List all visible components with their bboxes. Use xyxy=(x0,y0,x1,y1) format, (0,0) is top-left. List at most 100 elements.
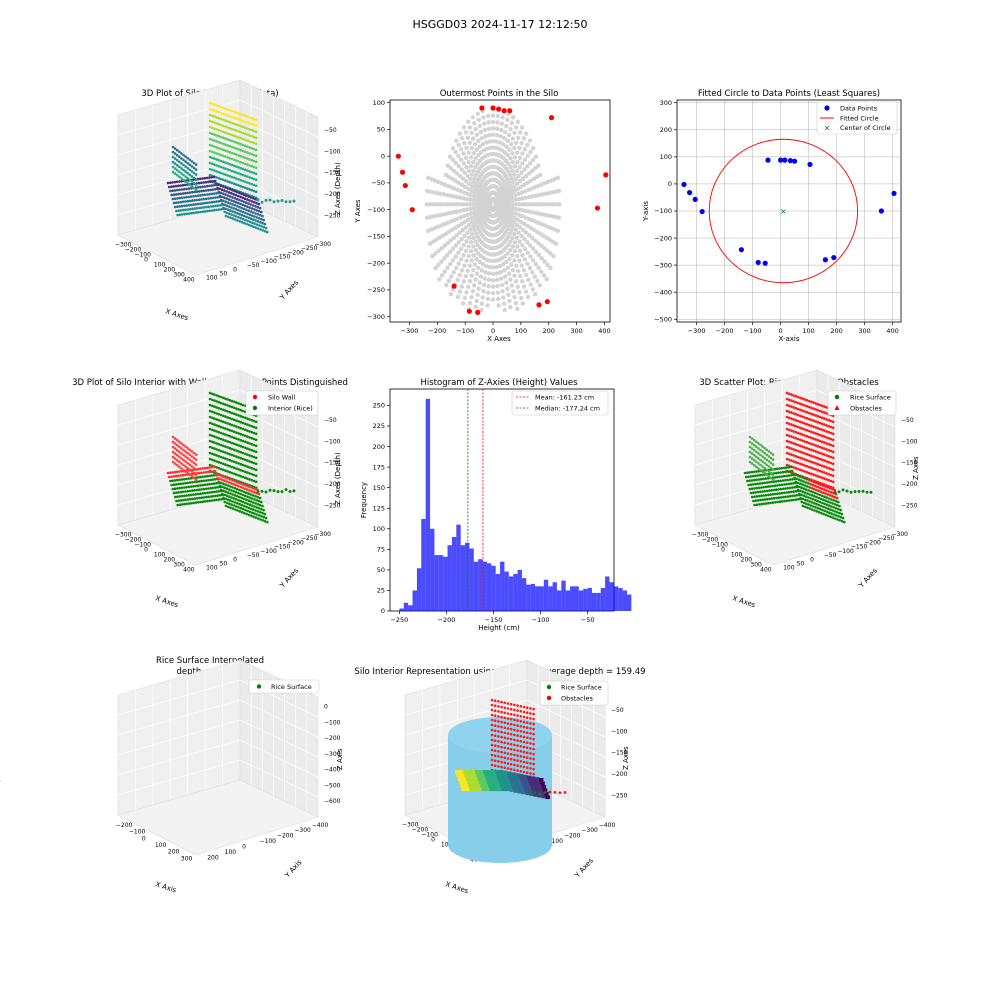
scatter-point xyxy=(230,453,234,457)
scatter-point xyxy=(263,229,267,233)
scatter-point xyxy=(217,460,221,464)
scatter-point xyxy=(184,208,187,212)
surface-cell xyxy=(497,777,503,781)
obstacle-point xyxy=(490,748,494,752)
scatter-point xyxy=(811,490,815,494)
scatter-point xyxy=(208,201,211,204)
scatter-point xyxy=(237,112,240,115)
scatter-point xyxy=(186,461,189,465)
scatter-point xyxy=(750,487,754,491)
scatter-point xyxy=(251,221,254,224)
scatter-point xyxy=(799,489,802,493)
outermost-grey-point xyxy=(445,252,450,258)
scatter-point xyxy=(235,190,239,194)
scatter-point xyxy=(794,406,798,410)
scatter-point xyxy=(213,441,216,444)
y-tick-label: 100 xyxy=(373,99,385,107)
outermost-grey-point xyxy=(530,168,535,174)
scatter-point xyxy=(765,489,769,493)
scatter-point xyxy=(785,433,789,437)
scatter-point xyxy=(280,490,284,494)
outermost-grey-point xyxy=(462,140,467,146)
outermost-grey-point xyxy=(519,125,525,130)
scatter-point xyxy=(208,167,212,171)
scatter-point xyxy=(241,507,245,511)
scatter-point xyxy=(808,500,811,503)
scatter-point xyxy=(184,180,187,183)
outermost-grey-point xyxy=(541,273,547,278)
scatter-point xyxy=(809,482,812,486)
scatter-point xyxy=(236,219,239,222)
scatter-point xyxy=(252,189,256,193)
outermost-grey-point xyxy=(550,202,555,207)
obstacle-point xyxy=(506,702,510,705)
scatter-point xyxy=(221,142,225,146)
scatter-point xyxy=(221,414,225,418)
obstacle-point xyxy=(525,771,529,774)
scatter-point xyxy=(219,455,223,459)
y-tick-label: −100 xyxy=(260,548,277,555)
scatter-point xyxy=(834,499,838,503)
scatter-point xyxy=(246,495,249,499)
scatter-point xyxy=(226,398,229,401)
outermost-grey-point xyxy=(536,240,541,246)
scatter-point xyxy=(210,482,214,486)
z-tick-label: −600 xyxy=(324,798,341,805)
scatter-point xyxy=(246,157,249,160)
z-tick-label: −250 xyxy=(324,213,341,220)
outermost-grey-point xyxy=(448,165,454,171)
scatter-point xyxy=(179,192,183,196)
scatter-point xyxy=(790,490,793,494)
legend-marker-rice-surface-7 xyxy=(256,684,262,689)
scatter-point xyxy=(184,473,187,477)
outermost-grey-point xyxy=(490,132,496,137)
scatter-point xyxy=(171,170,175,174)
scatter-point xyxy=(224,490,227,494)
scatter-point xyxy=(243,162,247,166)
scatter-point xyxy=(830,505,833,508)
outermost-grey-point xyxy=(515,150,520,155)
scatter-point xyxy=(770,480,773,484)
scatter-point xyxy=(247,506,251,510)
scatter-point xyxy=(201,467,204,470)
outermost-grey-point xyxy=(530,258,536,263)
scatter-point xyxy=(240,213,244,217)
scatter-point xyxy=(239,178,243,182)
outermost-grey-point xyxy=(515,186,521,191)
scatter-point xyxy=(798,396,802,400)
scatter-point xyxy=(782,474,786,478)
scatter-point xyxy=(248,466,251,469)
scatter-point xyxy=(172,483,176,487)
scatter-point xyxy=(237,491,240,495)
histogram-bar xyxy=(535,586,540,611)
obstacle-point xyxy=(503,736,507,740)
scatter-point xyxy=(218,194,222,198)
scatter-point xyxy=(175,463,179,467)
scatter-point xyxy=(818,445,822,449)
scatter-point xyxy=(225,480,228,483)
scatter-point xyxy=(812,480,816,484)
outermost-grey-point xyxy=(523,208,528,214)
scatter-point xyxy=(224,207,228,211)
obstacle-point xyxy=(509,767,513,771)
outermost-grey-point xyxy=(459,221,464,227)
scatter-point xyxy=(221,172,225,176)
scatter-point xyxy=(223,500,226,504)
scatter-point xyxy=(228,410,232,414)
scatter-point xyxy=(184,191,187,195)
obstacle-point xyxy=(500,725,503,729)
scatter-point xyxy=(820,434,824,438)
scatter-point xyxy=(208,209,212,213)
scatter-point xyxy=(790,411,793,414)
scatter-point xyxy=(797,485,801,489)
scatter-point xyxy=(256,205,260,209)
outermost-grey-point xyxy=(494,277,500,283)
scatter-point xyxy=(186,171,189,175)
scatter-point xyxy=(817,503,821,507)
scatter-point xyxy=(790,469,794,473)
outermost-grey-point xyxy=(522,257,528,262)
x-tick-label: 300 xyxy=(858,327,870,335)
scatter-point xyxy=(838,511,841,515)
outermost-grey-point xyxy=(468,227,473,232)
obstacle-point xyxy=(519,735,523,738)
